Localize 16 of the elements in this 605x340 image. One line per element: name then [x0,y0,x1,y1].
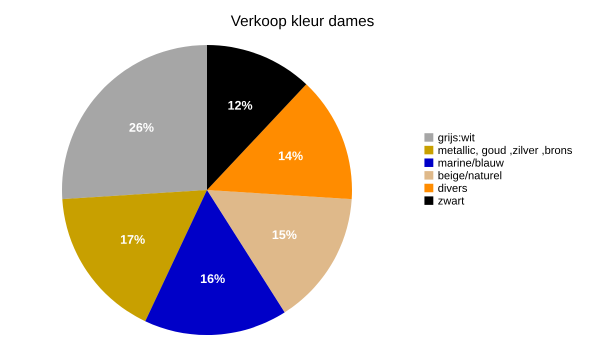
legend-label: zwart [438,197,464,205]
data-label: 26% [129,122,154,132]
pie-slice [207,84,352,200]
data-label: 14% [278,151,303,160]
chart-title: Verkoop kleur dames [230,14,374,30]
data-label: 17% [120,235,145,244]
pie-slice [207,45,306,190]
legend-label: divers [438,184,467,192]
legend-label: beige/naturel [438,171,502,182]
pie-slice [62,45,207,200]
legend-label: marine/blauw [438,158,504,167]
data-label: 15% [272,230,297,240]
legend-label: grijs:wit [438,133,475,144]
data-label: 16% [200,274,225,284]
data-label: 12% [228,100,252,110]
legend-label: metallic, goud ,zilver ,brons [438,146,572,156]
